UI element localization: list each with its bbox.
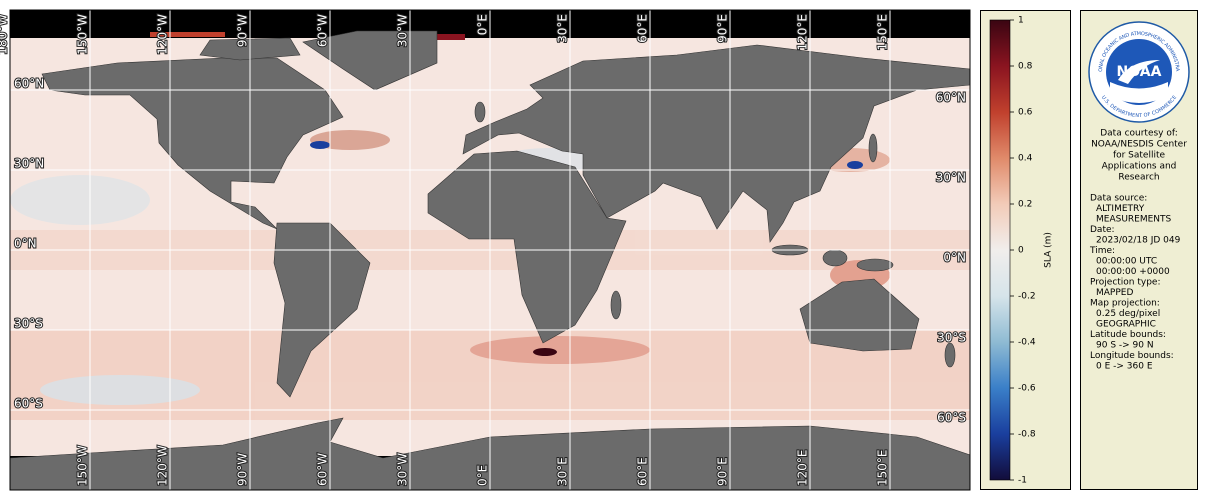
logo-name: NOAA bbox=[1117, 64, 1162, 80]
metadata-key: Longitude bounds: bbox=[1090, 351, 1174, 361]
credit-line: Applications and bbox=[1102, 162, 1177, 172]
anomaly-spot bbox=[533, 348, 557, 356]
lon-label-top: 30°E bbox=[556, 14, 570, 43]
lat-label-right: 0°N bbox=[943, 251, 966, 265]
lon-label-bottom: 30°W bbox=[396, 453, 410, 486]
metadata-value: MAPPED bbox=[1096, 288, 1133, 298]
anomaly-spot bbox=[847, 161, 863, 169]
lon-label-bottom: 120°E bbox=[796, 450, 810, 487]
colorbar-tick-label: 0.2 bbox=[1018, 200, 1032, 210]
colorbar-label: SLA (m) bbox=[1044, 232, 1054, 268]
lon-label-top: 120°W bbox=[156, 14, 170, 55]
colorbar-tick-label: 0.8 bbox=[1018, 62, 1033, 72]
colorbar-ticks: -1 -0.8 -0.6 -0.4 -0.2 0 0.2 0.4 0.6 0.8 1 bbox=[1010, 16, 1036, 486]
metadata-value: ALTIMETRY bbox=[1096, 204, 1145, 214]
metadata-value: 00:00:00 UTC bbox=[1096, 257, 1157, 267]
colorbar bbox=[989, 19, 1011, 481]
metadata-value: 00:00:00 +0000 bbox=[1096, 267, 1170, 277]
lat-label-right: 30°S bbox=[937, 331, 966, 345]
lon-label-top: 30°W bbox=[396, 14, 410, 47]
lon-label-top: 150°E bbox=[876, 14, 890, 51]
metadata-key: Date: bbox=[1090, 225, 1115, 235]
colorbar-tick-label: -0.8 bbox=[1018, 430, 1036, 440]
credit-line: NOAA/NESDIS Center bbox=[1091, 140, 1187, 150]
metadata-key: Data source: bbox=[1090, 194, 1147, 204]
lon-label-top: 60°W bbox=[316, 14, 330, 47]
colorbar-tick-label: 0.6 bbox=[1018, 108, 1033, 118]
lon-label-bottom: 120°W bbox=[156, 445, 170, 486]
map-frame bbox=[9, 9, 971, 491]
metadata-value: 0 E -> 360 E bbox=[1096, 362, 1153, 372]
lat-label-right: 60°N bbox=[936, 91, 966, 105]
colorbar-tick-label: -0.4 bbox=[1018, 338, 1036, 348]
anomaly-spot bbox=[310, 141, 330, 149]
credit-line: Data courtesy of: bbox=[1100, 129, 1178, 139]
colorbar-tick-label: -0.6 bbox=[1018, 384, 1036, 394]
metadata-key: Latitude bounds: bbox=[1090, 330, 1166, 340]
lon-label-bottom: 30°E bbox=[556, 457, 570, 486]
credit-line: Research bbox=[1118, 173, 1159, 183]
metadata-value: 90 S -> 90 N bbox=[1096, 341, 1154, 351]
metadata-value: 0.25 deg/pixel bbox=[1096, 309, 1160, 319]
lon-label-top: 90°W bbox=[236, 14, 250, 47]
metadata-key: Time: bbox=[1089, 246, 1115, 256]
metadata-value: GEOGRAPHIC bbox=[1096, 320, 1156, 330]
lat-label-left: 60°N bbox=[14, 77, 44, 91]
colorbar-tick-label: 0 bbox=[1018, 246, 1024, 256]
lon-label-bottom: 0°E bbox=[476, 465, 490, 486]
metadata-value: MEASUREMENTS bbox=[1096, 215, 1172, 225]
colorbar-tick-label: -0.2 bbox=[1018, 292, 1036, 302]
lat-label-left: 30°N bbox=[14, 157, 44, 171]
colorbar-tick-label: 1 bbox=[1018, 16, 1024, 26]
lon-label-bottom: 90°W bbox=[236, 453, 250, 486]
map-labels: 180°W 150°W 150°W 120°W 120°W 90°W 90°W 60°W 60°… bbox=[0, 13, 967, 487]
lon-label-bottom: 150°E bbox=[876, 450, 890, 487]
credit-line: for Satellite bbox=[1113, 151, 1166, 161]
lat-label-left: 0°N bbox=[14, 237, 37, 251]
colorbar-tick-label: -1 bbox=[1018, 476, 1027, 486]
lat-label-left: 30°S bbox=[14, 317, 43, 331]
metadata-key: Map projection: bbox=[1090, 299, 1160, 309]
lon-label-bottom: 90°E bbox=[716, 457, 730, 486]
lon-label-top: 150°W bbox=[76, 14, 90, 55]
map bbox=[10, 10, 970, 490]
anomaly-strip bbox=[150, 32, 225, 37]
metadata-value: 2023/02/18 JD 049 bbox=[1096, 236, 1181, 246]
graticule bbox=[10, 10, 970, 490]
lon-label-bottom: 150°W bbox=[76, 445, 90, 486]
colorbar-tick-label: 0.4 bbox=[1018, 154, 1033, 164]
lon-label-top: 120°E bbox=[796, 14, 810, 51]
lon-label-top: 60°E bbox=[636, 14, 650, 43]
lon-label-bottom: 60°E bbox=[636, 457, 650, 486]
lon-label-top: 0°E bbox=[476, 14, 490, 35]
lat-label-right: 60°S bbox=[937, 411, 966, 425]
lon-label-top: 180°W bbox=[0, 14, 10, 55]
lon-label-top: 90°E bbox=[716, 14, 730, 43]
lon-label-bottom: 60°W bbox=[316, 453, 330, 486]
lat-label-right: 30°N bbox=[936, 171, 966, 185]
lat-label-left: 60°S bbox=[14, 397, 43, 411]
metadata-key: Projection type: bbox=[1090, 278, 1161, 288]
